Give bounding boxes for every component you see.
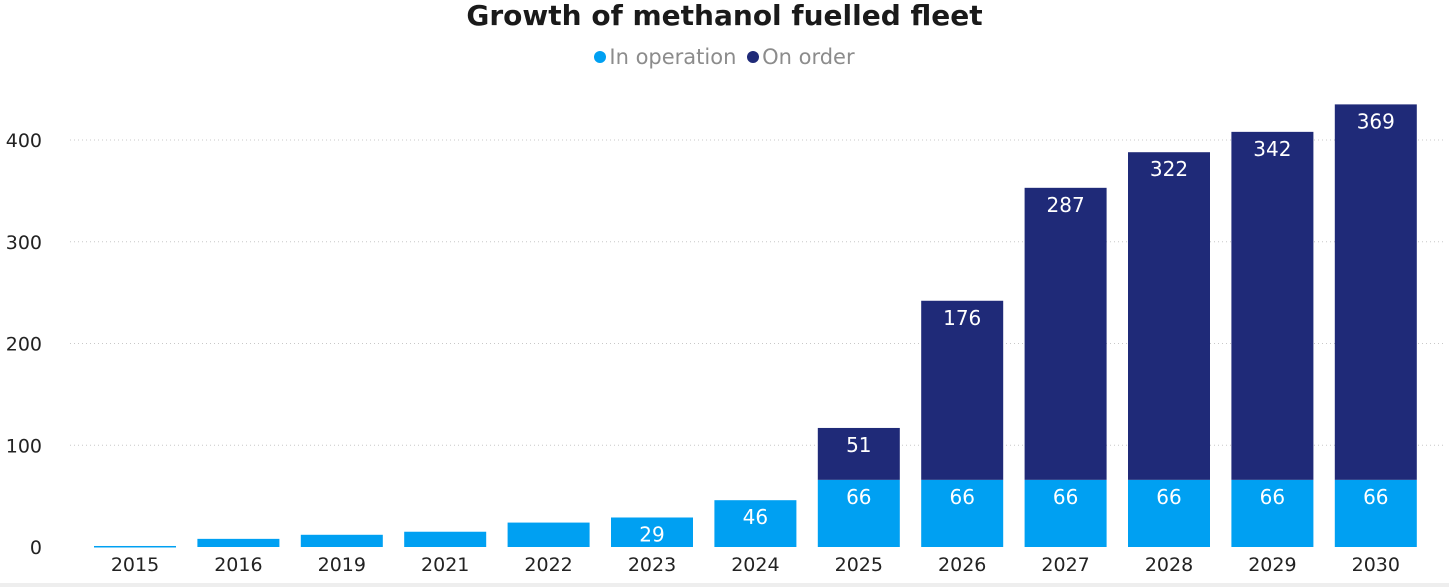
bar-on-order-2029[interactable] [1231,131,1314,480]
bar-in-operation-2015[interactable] [94,545,176,548]
bar-on-order-2026[interactable] [921,300,1004,480]
legend-label-in-operation: In operation [609,45,737,69]
x-tick-label-2022: 2022 [524,554,572,576]
x-tick-label-2016: 2016 [214,554,262,576]
bar-in-operation-2022[interactable] [507,522,590,547]
data-label-on-order-2025: 51 [846,433,871,457]
bar-in-operation-2027[interactable] [1024,479,1107,547]
bar-in-operation-2024[interactable] [714,500,797,547]
data-label-on-order-2026: 176 [943,306,981,330]
bar-on-order-2030[interactable] [1334,104,1417,480]
x-tick-label-2019: 2019 [318,554,366,576]
bar-on-order-2027[interactable] [1024,187,1107,480]
x-tick-label-2026: 2026 [938,554,986,576]
bar-in-operation-2023[interactable] [611,517,693,547]
data-label-on-order-2027: 287 [1047,193,1085,217]
x-tick-label-2015: 2015 [111,554,159,576]
data-label-on-order-2028: 322 [1150,157,1188,181]
x-tick-label-2029: 2029 [1248,554,1296,576]
chart-title: Growth of methanol fuelled fleet [466,0,983,32]
x-tick-label-2023: 2023 [628,554,676,576]
y-axis: 0 100 200 300 400 [6,130,42,559]
bar-in-operation-2019[interactable] [300,534,383,547]
data-label-in-operation-2028: 66 [1156,485,1181,509]
legend: In operation On order [0,44,1449,70]
data-label-in-operation-2024: 46 [743,505,768,529]
bar-on-order-2025[interactable] [817,427,900,480]
bar-in-operation-2025[interactable] [817,479,900,547]
bar-in-operation-2029[interactable] [1231,479,1314,547]
legend-item-in-operation[interactable]: In operation [594,44,736,70]
y-tick-label-300: 300 [6,232,42,254]
bars [94,104,1417,548]
data-labels: 29 46 66 51 66 176 66 287 66 322 66 342 66 369 [639,109,1395,546]
y-tick-label-400: 400 [6,130,42,152]
bar-on-order-2028[interactable] [1128,152,1210,480]
x-tick-label-2028: 2028 [1145,554,1193,576]
legend-item-on-order[interactable]: On order [747,44,855,70]
x-tick-label-2024: 2024 [731,554,779,576]
data-label-in-operation-2027: 66 [1053,485,1078,509]
data-label-on-order-2030: 369 [1357,109,1395,133]
x-tick-label-2025: 2025 [835,554,883,576]
bar-in-operation-2016[interactable] [197,538,280,547]
bar-in-operation-2021[interactable] [404,531,487,547]
data-label-in-operation-2029: 66 [1260,485,1285,509]
data-label-in-operation-2030: 66 [1363,485,1388,509]
legend-dot-on-order [747,51,760,63]
bar-in-operation-2026[interactable] [921,479,1004,547]
legend-dot-in-operation [594,51,607,63]
bar-in-operation-2030[interactable] [1334,479,1417,547]
y-tick-label-100: 100 [6,435,42,457]
data-label-in-operation-2023: 29 [639,522,664,546]
x-axis: 2015 2016 2019 2021 2022 2023 2024 2025 2026 2027… [111,554,1400,576]
data-label-on-order-2029: 342 [1253,137,1291,161]
x-tick-label-2021: 2021 [421,554,469,576]
x-tick-label-2027: 2027 [1041,554,1089,576]
bar-in-operation-2028[interactable] [1128,479,1210,547]
y-tick-label-200: 200 [6,334,42,356]
data-label-in-operation-2026: 66 [949,485,974,509]
legend-label-on-order: On order [762,45,855,69]
x-tick-label-2030: 2030 [1352,554,1400,576]
data-label-in-operation-2025: 66 [846,485,871,509]
y-tick-label-0: 0 [30,537,42,559]
bottom-divider [0,583,1449,587]
